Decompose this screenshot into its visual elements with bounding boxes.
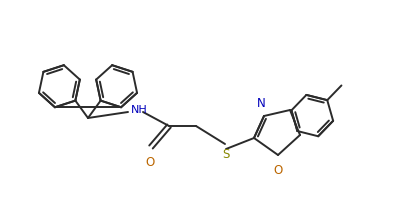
Text: S: S bbox=[222, 148, 230, 161]
Text: NH: NH bbox=[131, 105, 148, 115]
Text: O: O bbox=[273, 164, 283, 177]
Text: N: N bbox=[256, 97, 266, 110]
Text: O: O bbox=[145, 156, 155, 169]
